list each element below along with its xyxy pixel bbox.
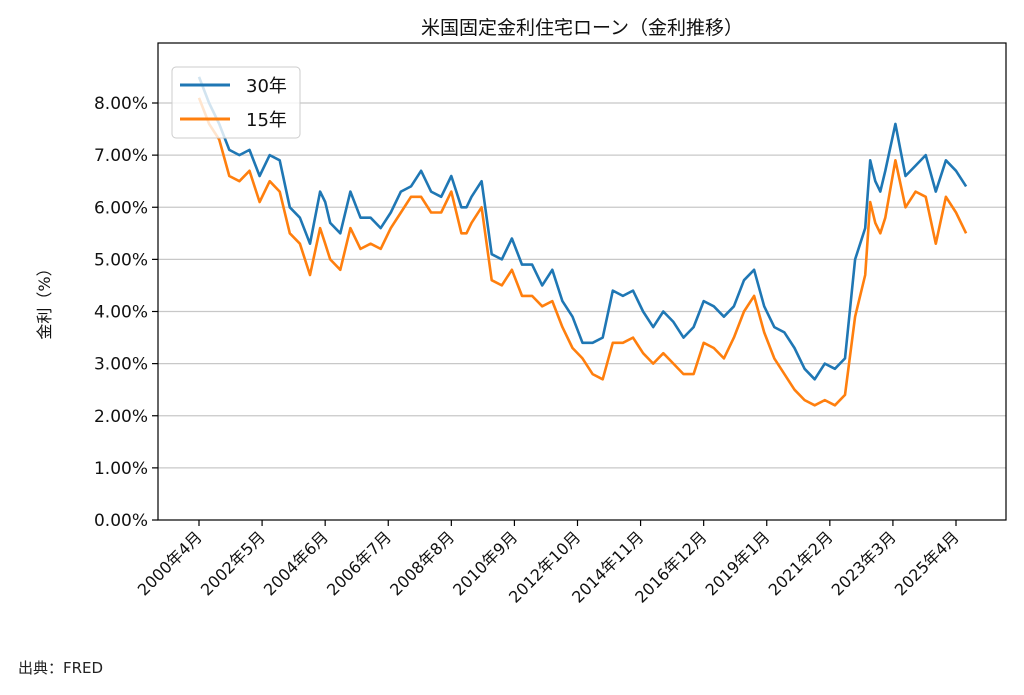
series-lines	[197, 76, 968, 407]
chart-title: 米国固定金利住宅ローン（金利推移）	[421, 17, 743, 39]
y-axis: 0.00% 1.00% 2.00% 3.00% 4.00% 5.00% 6.00% 7.00%…	[94, 94, 158, 531]
plot-frame	[157, 42, 1007, 521]
x-tick-label: 2004年6月	[260, 527, 332, 599]
x-tick-label: 2006年7月	[323, 527, 395, 599]
x-axis: 2000年4月2002年5月2004年6月2006年7月2008年8月2010年…	[134, 520, 963, 607]
x-tick-label: 2025年4月	[891, 527, 963, 599]
x-tick-label: 2021年2月	[765, 527, 837, 599]
y-tick-label: 7.00%	[94, 146, 148, 166]
y-tick-label: 2.00%	[94, 407, 148, 427]
grid-lines	[158, 102, 1006, 469]
x-tick-label: 2000年4月	[134, 527, 206, 599]
y-tick-label: 0.00%	[94, 511, 148, 531]
source-note: 出典：FRED	[18, 659, 104, 677]
y-tick-label: 5.00%	[94, 250, 148, 270]
series-line-15年	[197, 97, 968, 407]
y-tick-label: 1.00%	[94, 459, 148, 479]
x-tick-label: 2008年8月	[386, 527, 458, 599]
y-tick-label: 3.00%	[94, 355, 148, 375]
x-tick-label: 2023年3月	[828, 527, 900, 599]
y-axis-label: 金利（%）	[35, 260, 54, 339]
series-line-30年	[197, 76, 968, 381]
legend-label-30: 30年	[246, 76, 287, 97]
x-tick-label: 2019年1月	[702, 527, 774, 599]
legend: 30年 15年	[171, 66, 301, 139]
legend-label-15: 15年	[246, 110, 287, 131]
y-tick-label: 6.00%	[94, 198, 148, 218]
y-tick-label: 4.00%	[94, 303, 148, 323]
y-tick-label: 8.00%	[94, 94, 148, 114]
x-tick-label: 2002年5月	[197, 527, 269, 599]
